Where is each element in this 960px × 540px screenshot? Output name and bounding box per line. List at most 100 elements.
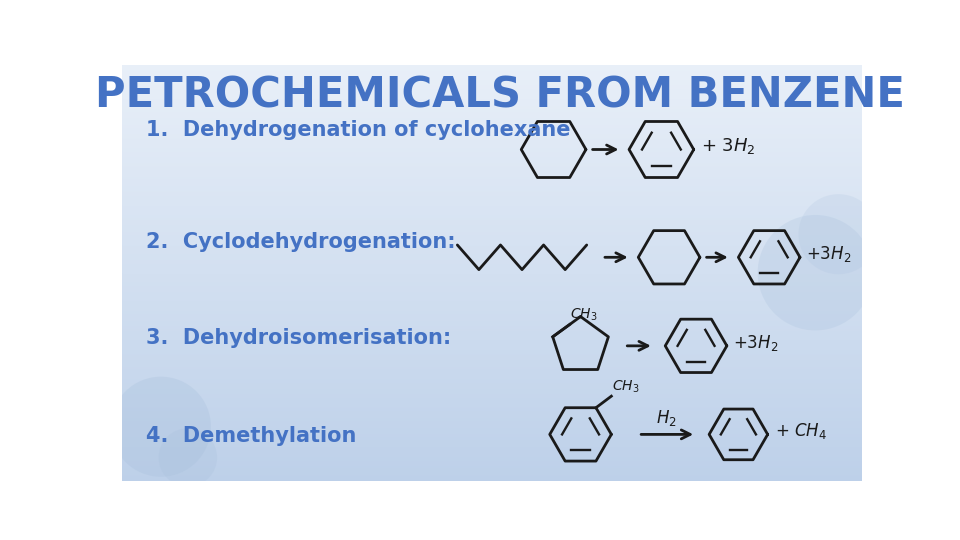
- Bar: [123, 161, 861, 163]
- Bar: [123, 314, 861, 316]
- Bar: [123, 267, 861, 268]
- Bar: [123, 348, 861, 350]
- Bar: [123, 135, 861, 137]
- Bar: [123, 426, 861, 428]
- Bar: [123, 147, 861, 150]
- Bar: [123, 371, 861, 373]
- Bar: [123, 436, 861, 437]
- Bar: [123, 281, 861, 282]
- Bar: [123, 91, 861, 92]
- Bar: [123, 83, 861, 84]
- Bar: [123, 369, 861, 371]
- Circle shape: [799, 194, 878, 274]
- Bar: [123, 177, 861, 178]
- Bar: [123, 176, 861, 177]
- Bar: [123, 123, 861, 124]
- Bar: [123, 310, 861, 312]
- Bar: [123, 440, 861, 442]
- Bar: [123, 437, 861, 439]
- Bar: [123, 237, 861, 238]
- Bar: [123, 386, 861, 388]
- Bar: [123, 179, 861, 181]
- Bar: [123, 157, 861, 159]
- Bar: [123, 77, 861, 79]
- Bar: [123, 338, 861, 339]
- Bar: [123, 70, 861, 72]
- Bar: [123, 166, 861, 167]
- Bar: [123, 117, 861, 119]
- Bar: [123, 470, 861, 472]
- Bar: [123, 114, 861, 116]
- Bar: [123, 323, 861, 326]
- Bar: [123, 137, 861, 138]
- Bar: [123, 276, 861, 278]
- Bar: [123, 210, 861, 212]
- Bar: [123, 384, 861, 386]
- Bar: [123, 394, 861, 396]
- Bar: [123, 139, 861, 141]
- Bar: [123, 240, 861, 242]
- Bar: [123, 253, 861, 255]
- Text: $+3H_2$: $+3H_2$: [733, 333, 779, 353]
- Bar: [123, 400, 861, 402]
- Bar: [123, 380, 861, 382]
- Bar: [123, 249, 861, 251]
- Bar: [123, 389, 861, 390]
- Bar: [123, 259, 861, 260]
- Bar: [123, 88, 861, 90]
- Bar: [123, 379, 861, 381]
- Bar: [123, 297, 861, 299]
- Bar: [123, 132, 861, 134]
- Bar: [123, 206, 861, 207]
- Bar: [123, 422, 861, 424]
- Bar: [123, 304, 861, 306]
- Bar: [123, 322, 861, 324]
- Bar: [123, 221, 861, 223]
- Bar: [123, 138, 861, 140]
- Bar: [123, 71, 861, 73]
- Bar: [123, 364, 861, 366]
- Bar: [123, 224, 861, 226]
- Bar: [123, 458, 861, 460]
- Bar: [123, 185, 861, 187]
- Bar: [123, 170, 861, 172]
- Bar: [123, 213, 861, 214]
- Bar: [123, 375, 861, 377]
- Bar: [123, 460, 861, 461]
- Bar: [123, 289, 861, 291]
- Bar: [123, 463, 861, 465]
- Bar: [123, 397, 861, 399]
- Bar: [123, 274, 861, 275]
- Bar: [123, 227, 861, 228]
- Bar: [123, 163, 861, 165]
- Bar: [123, 336, 861, 338]
- Text: 4.  Demethylation: 4. Demethylation: [146, 426, 356, 446]
- Bar: [123, 454, 861, 456]
- Bar: [123, 284, 861, 285]
- Bar: [123, 357, 861, 359]
- Bar: [123, 376, 861, 378]
- Bar: [123, 441, 861, 443]
- Bar: [123, 372, 861, 374]
- Bar: [123, 321, 861, 322]
- Bar: [123, 172, 861, 174]
- Bar: [123, 134, 861, 136]
- Bar: [123, 469, 861, 471]
- Bar: [123, 352, 861, 353]
- Bar: [123, 382, 861, 383]
- Bar: [123, 450, 861, 451]
- Bar: [123, 140, 861, 143]
- Bar: [123, 329, 861, 331]
- Bar: [123, 325, 861, 327]
- Bar: [123, 360, 861, 361]
- Bar: [123, 69, 861, 70]
- Text: PETROCHEMICALS FROM BENZENE: PETROCHEMICALS FROM BENZENE: [95, 75, 904, 117]
- Circle shape: [158, 428, 217, 487]
- Text: $+\ CH_4$: $+\ CH_4$: [775, 421, 827, 441]
- Bar: [123, 362, 861, 364]
- Bar: [123, 85, 861, 87]
- Bar: [123, 286, 861, 288]
- Bar: [123, 299, 861, 300]
- Bar: [123, 306, 861, 307]
- Bar: [123, 86, 861, 89]
